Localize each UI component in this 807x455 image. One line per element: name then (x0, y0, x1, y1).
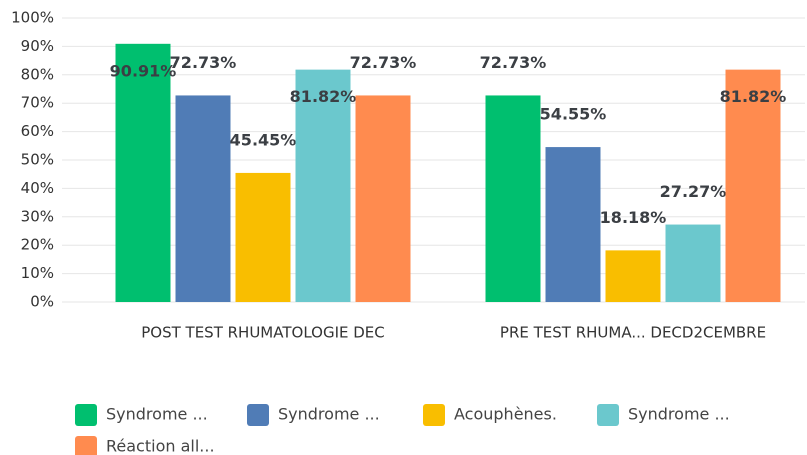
legend-label: Syndrome ... (106, 405, 208, 424)
data-label: 72.73% (170, 53, 237, 72)
y-tick-label: 30% (21, 207, 54, 225)
legend-swatch (247, 404, 269, 426)
data-label: 45.45% (230, 130, 297, 149)
data-label: 54.55% (540, 105, 607, 124)
data-label: 90.91% (110, 61, 177, 80)
data-label: 18.18% (600, 208, 667, 227)
bar (485, 95, 541, 302)
bar (545, 147, 601, 302)
bar (295, 69, 351, 303)
bar (115, 43, 171, 302)
data-label: 81.82% (720, 87, 787, 106)
y-tick-label: 70% (21, 94, 54, 112)
y-tick-label: 90% (21, 37, 54, 55)
legend-label: Réaction all... (106, 437, 215, 455)
bar (235, 172, 291, 302)
x-tick-label: POST TEST RHUMATOLOGIE DEC (141, 324, 385, 342)
y-tick-label: 20% (21, 236, 54, 254)
data-label: 72.73% (350, 53, 417, 72)
y-tick-label: 60% (21, 122, 54, 140)
data-label: 72.73% (480, 53, 547, 72)
bar (175, 95, 231, 302)
legend-label: Acouphènes. (454, 405, 557, 424)
legend-swatch (75, 436, 97, 455)
y-tick-label: 50% (21, 151, 54, 169)
y-tick-label: 100% (11, 9, 54, 27)
x-tick-label: PRE TEST RHUMA... DECD2CEMBRE (500, 324, 766, 342)
y-tick-label: 10% (21, 264, 54, 282)
y-tick-label: 80% (21, 65, 54, 83)
bar (725, 69, 781, 303)
y-tick-label: 40% (21, 179, 54, 197)
legend-swatch (597, 404, 619, 426)
data-label: 81.82% (290, 87, 357, 106)
legend-label: Syndrome ... (278, 405, 380, 424)
bar (665, 224, 721, 302)
bar (355, 95, 411, 302)
legend-swatch (75, 404, 97, 426)
y-tick-label: 0% (30, 293, 54, 311)
bar (605, 250, 661, 302)
legend-swatch (423, 404, 445, 426)
data-label: 27.27% (660, 182, 727, 201)
legend-label: Syndrome ... (628, 405, 730, 424)
